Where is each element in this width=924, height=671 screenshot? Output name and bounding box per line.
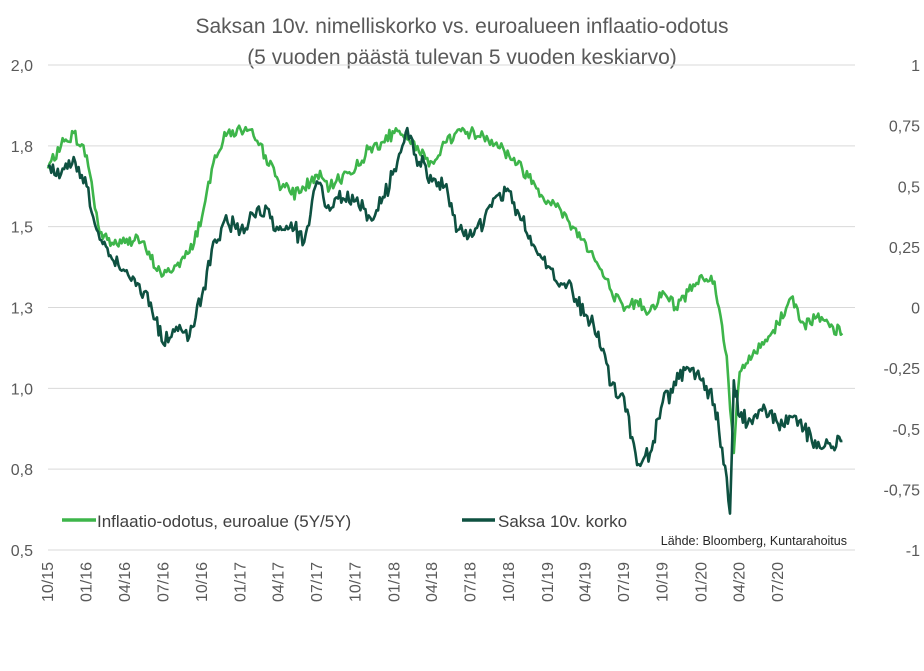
- x-axis-tick-label: 01/18: [386, 562, 403, 602]
- x-axis-tick-labels: 10/15 01/16 04/16 07/16 10/16 01/17 04/17 07/17…: [40, 562, 787, 602]
- left-axis-tick-label: 0,5: [11, 543, 33, 560]
- right-axis-tick-label: -0,25: [884, 361, 921, 378]
- left-axis-tick-label: 1,3: [11, 301, 33, 318]
- x-axis-tick-label: 10/16: [194, 562, 211, 602]
- x-axis-tick-label: 01/19: [540, 562, 557, 602]
- x-axis-tick-label: 10/19: [655, 562, 672, 602]
- left-axis-tick-label: 0,8: [11, 462, 33, 479]
- right-axis-tick-label: -1: [906, 543, 920, 560]
- legend-label-german-10y-yield: Saksa 10v. korko: [498, 512, 627, 531]
- x-axis-tick-label: 04/16: [117, 562, 134, 602]
- x-axis-tick-label: 04/20: [732, 562, 749, 602]
- right-axis-tick-label: 0,25: [889, 240, 920, 257]
- legend-label-inflation-expectation: Inflaatio-odotus, euroalue (5Y/5Y): [97, 512, 351, 531]
- x-axis-tick-label: 07/19: [616, 562, 633, 602]
- source-note: Lähde: Bloomberg, Kuntarahoitus: [661, 534, 847, 548]
- left-axis-tick-label: 1,5: [11, 220, 33, 237]
- x-axis-tick-label: 07/16: [155, 562, 172, 602]
- right-axis-tick-label: -0,5: [892, 422, 920, 439]
- left-axis-tick-label: 1,8: [11, 139, 33, 156]
- left-axis-tick-label: 2,0: [11, 58, 33, 75]
- x-axis-tick-label: 10/17: [348, 562, 365, 602]
- x-axis-tick-label: 01/16: [79, 562, 96, 602]
- right-axis-tick-labels: 1 0,75 0,5 0,25 0 -0,25 -0,5 -0,75 -1: [884, 58, 921, 560]
- x-axis-tick-label: 04/17: [271, 562, 288, 602]
- right-axis-tick-label: 1: [911, 58, 920, 75]
- x-axis-tick-label: 01/20: [693, 562, 710, 602]
- legend: Inflaatio-odotus, euroalue (5Y/5Y) Saksa…: [62, 512, 627, 531]
- series-line-german-10y-yield: [47, 126, 843, 515]
- right-axis-tick-label: -0,75: [884, 482, 921, 499]
- x-axis-tick-label: 07/17: [309, 562, 326, 602]
- chart-title: Saksan 10v. nimelliskorko vs. euroalueen…: [195, 15, 728, 38]
- left-axis-tick-labels: 2,0 1,8 1,5 1,3 1,0 0,8 0,5: [11, 58, 33, 560]
- series-line-inflation-expectation: [46, 124, 844, 455]
- gridlines: [48, 64, 855, 551]
- right-axis-tick-label: 0: [911, 301, 920, 318]
- x-axis-tick-label: 10/15: [40, 562, 57, 602]
- x-axis-tick-label: 04/19: [578, 562, 595, 602]
- x-axis-tick-label: 04/18: [424, 562, 441, 602]
- x-axis-tick-label: 01/17: [233, 562, 250, 602]
- x-axis-tick-label: 10/18: [501, 562, 518, 602]
- chart-subtitle: (5 vuoden päästä tulevan 5 vuoden keskia…: [247, 46, 677, 69]
- right-axis-tick-label: 0,5: [898, 179, 920, 196]
- right-axis-tick-label: 0,75: [889, 119, 920, 136]
- x-axis-tick-label: 07/18: [462, 562, 479, 602]
- x-axis-tick-label: 07/20: [770, 562, 787, 602]
- left-axis-tick-label: 1,0: [11, 381, 33, 398]
